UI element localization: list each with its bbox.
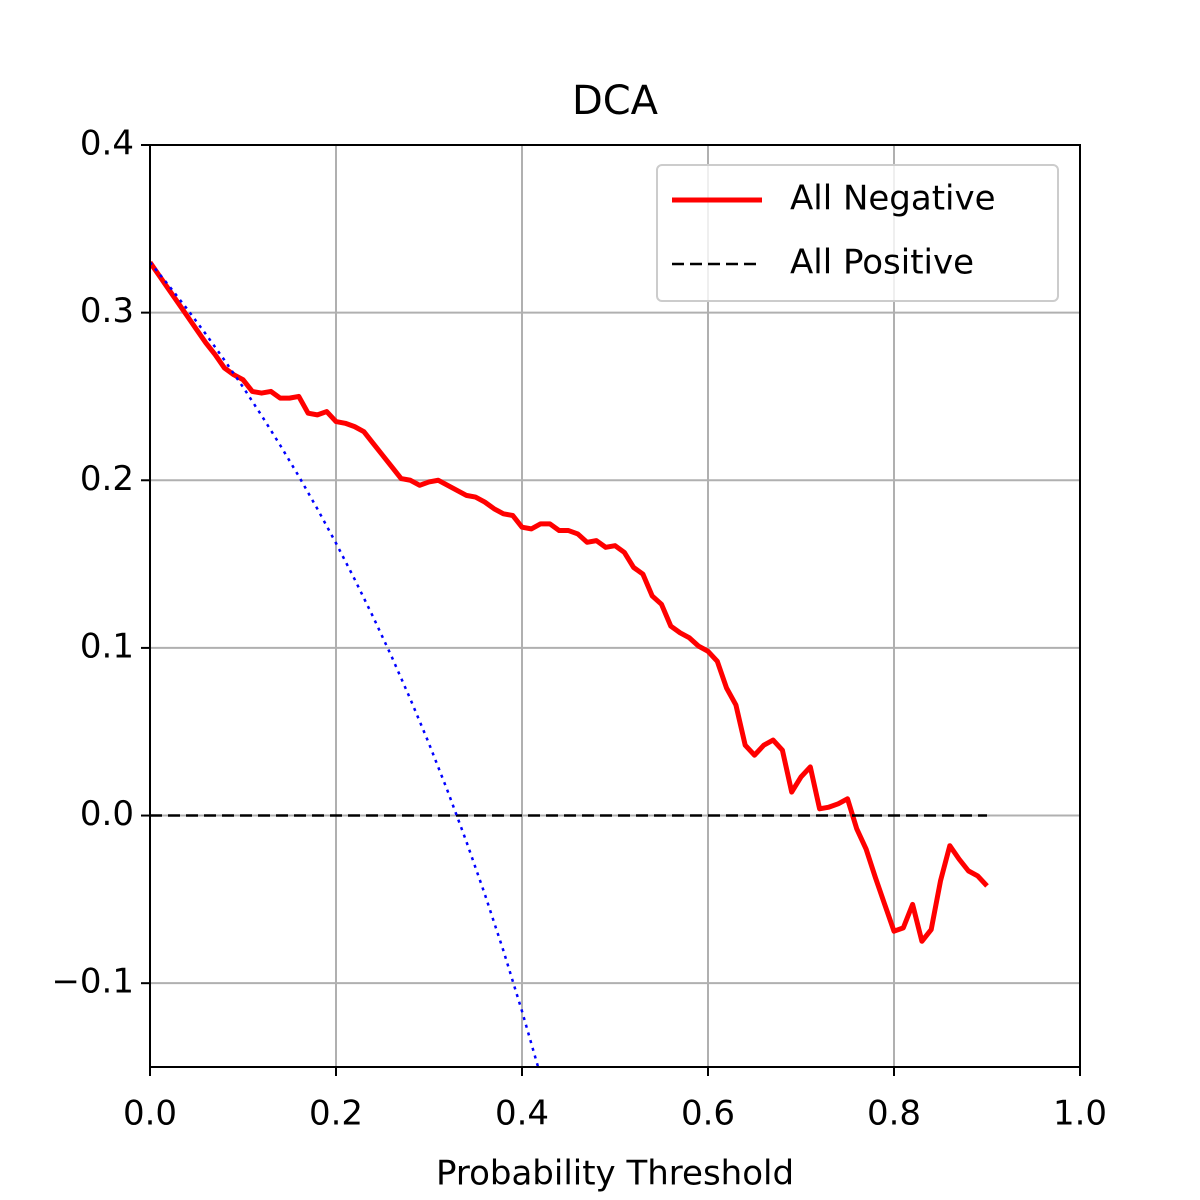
x-tick-label: 0.2 xyxy=(309,1094,363,1134)
legend-label: All Negative xyxy=(790,179,996,219)
x-axis-label: Probability Threshold xyxy=(436,1154,794,1194)
x-tick-label: 0.4 xyxy=(495,1094,549,1134)
legend: All Negative All Positive xyxy=(656,164,1059,302)
x-tick-label: 0.8 xyxy=(867,1094,921,1134)
series-line xyxy=(150,260,989,944)
y-tick-label: 0.2 xyxy=(80,459,134,499)
x-tick-label: 0.6 xyxy=(681,1094,735,1134)
x-tick-label: 1.0 xyxy=(1053,1094,1107,1134)
x-tick-label: 0.0 xyxy=(123,1094,177,1134)
chart-title: DCA xyxy=(572,78,659,124)
y-tick-label: 0.4 xyxy=(80,124,134,164)
series-line xyxy=(150,261,540,1067)
legend-label: All Positive xyxy=(790,243,974,283)
y-tick-label: 0.0 xyxy=(80,794,134,834)
plot-frame xyxy=(149,144,1081,1068)
y-tick-label: 0.3 xyxy=(80,291,134,331)
y-tick-label: −0.1 xyxy=(51,962,134,1002)
y-tick-label: 0.1 xyxy=(80,626,134,666)
